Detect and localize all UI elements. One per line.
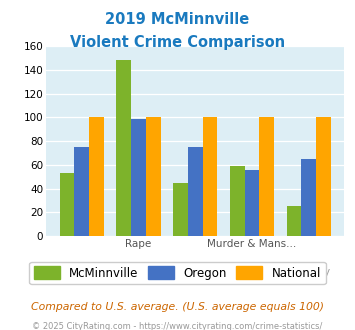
- Text: Violent Crime Comparison: Violent Crime Comparison: [70, 35, 285, 50]
- Bar: [131, 118, 146, 236]
- Bar: [146, 117, 161, 236]
- Bar: [316, 117, 331, 236]
- Bar: [230, 166, 245, 236]
- Bar: [188, 147, 203, 236]
- Bar: [89, 117, 104, 236]
- Text: All Violent Crime: All Violent Crime: [38, 267, 125, 277]
- Text: © 2025 CityRating.com - https://www.cityrating.com/crime-statistics/: © 2025 CityRating.com - https://www.city…: [32, 322, 323, 330]
- Bar: [260, 117, 274, 236]
- Bar: [301, 159, 316, 236]
- Bar: [245, 170, 260, 236]
- Bar: [60, 173, 75, 236]
- Text: Robbery: Robbery: [287, 267, 330, 277]
- Bar: [75, 147, 89, 236]
- Text: Compared to U.S. average. (U.S. average equals 100): Compared to U.S. average. (U.S. average …: [31, 302, 324, 312]
- Bar: [286, 206, 301, 236]
- Bar: [173, 182, 188, 236]
- Legend: McMinnville, Oregon, National: McMinnville, Oregon, National: [29, 262, 326, 284]
- Text: 2019 McMinnville: 2019 McMinnville: [105, 12, 250, 26]
- Bar: [116, 60, 131, 236]
- Text: Aggravated Assault: Aggravated Assault: [144, 267, 246, 277]
- Bar: [203, 117, 217, 236]
